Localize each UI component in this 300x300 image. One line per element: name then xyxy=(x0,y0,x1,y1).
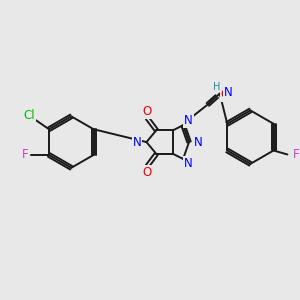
Text: F: F xyxy=(293,148,300,161)
Text: O: O xyxy=(221,88,230,101)
Text: F: F xyxy=(22,148,28,161)
Text: N: N xyxy=(184,114,193,127)
Text: Cl: Cl xyxy=(23,109,35,122)
Text: H: H xyxy=(213,82,220,92)
Text: N: N xyxy=(133,136,142,148)
Text: N: N xyxy=(194,136,203,148)
Text: N: N xyxy=(184,158,193,170)
Text: N: N xyxy=(224,86,233,99)
Text: O: O xyxy=(143,166,152,179)
Text: O: O xyxy=(143,105,152,118)
